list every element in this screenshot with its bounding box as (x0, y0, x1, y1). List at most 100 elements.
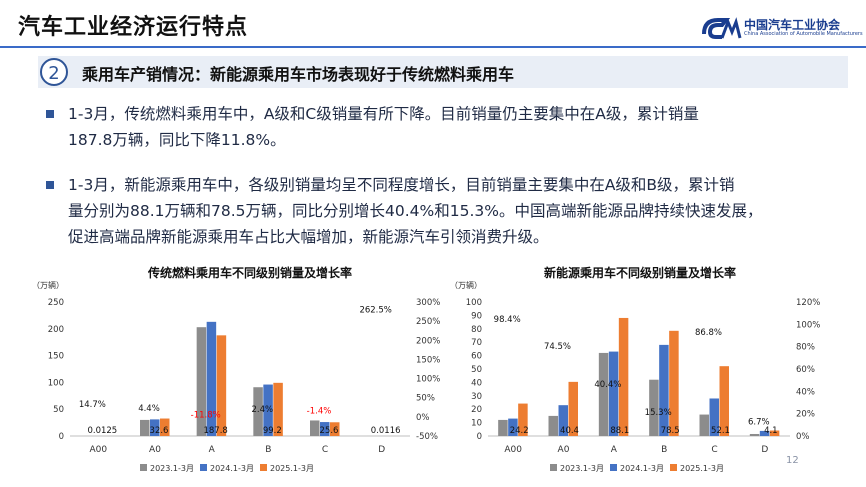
legend-swatch-2 (200, 464, 207, 471)
legend-label-3: 2025.1-3月 (680, 464, 724, 473)
data-label-A: 187.8 (203, 426, 227, 436)
y-tick-label: 70 (471, 338, 482, 348)
data-label-A00: 0.0125 (87, 426, 117, 436)
y-tick-label: 30 (471, 392, 482, 402)
bullet-1: 1-3月，传统燃料乘用车中，A级和C级销量有所下降。目前销量仍主要集中在A级，累… (46, 101, 699, 153)
bar-D-1 (749, 433, 760, 436)
bar-A0-1 (548, 415, 558, 436)
data-label-D: 4.1 (764, 426, 778, 436)
y2-tick-label: 100% (416, 375, 440, 385)
y-tick-label: 100 (466, 298, 482, 308)
bar-C-1 (310, 420, 320, 436)
data-label-C: 25.6 (320, 426, 339, 436)
x-tick-label: A00 (504, 445, 522, 455)
y2-tick-label: 40% (796, 387, 815, 397)
legend-label-1: 2023.1-3月 (560, 464, 604, 473)
growth-label-A0: 4.4% (138, 404, 160, 414)
bar-A-1 (196, 327, 207, 436)
header-divider (0, 46, 866, 48)
y-tick-label: 40 (471, 378, 482, 388)
bar-D-3 (769, 430, 780, 436)
y2-tick-label: 50% (416, 394, 435, 404)
bar-B-2 (659, 344, 669, 436)
y2-tick-label: 0% (416, 413, 430, 423)
y2-tick-label: 60% (796, 365, 815, 375)
bar-D-2 (759, 430, 770, 436)
bullet-square (46, 110, 54, 118)
bar-A0-2 (558, 405, 568, 436)
bar-A00-1 (498, 419, 508, 436)
y-tick-label: 150 (48, 352, 64, 362)
growth-label-A: 40.4% (594, 380, 621, 390)
x-tick-label: A0 (149, 445, 161, 455)
data-label-C: 52.1 (711, 426, 730, 436)
y2-tick-label: 120% (796, 298, 820, 308)
page-number: 12 (786, 455, 799, 466)
bullet-2-line-2: 量分别为88.1万辆和78.5万辆，同比分别增长40.4%和15.3%。中国高端… (68, 202, 763, 220)
y-tick-label: 100 (48, 378, 64, 388)
bar-B-3 (273, 382, 283, 436)
bar-B-1 (649, 379, 659, 436)
data-label-A: 88.1 (610, 426, 629, 436)
bar-B-3 (669, 330, 679, 436)
y-tick-label: 50 (53, 405, 64, 415)
chart-title: 新能源乘用车不同级别销量及增长率 (544, 265, 736, 280)
y2-tick-label: -50% (416, 432, 438, 442)
bullet-square (46, 181, 54, 189)
x-tick-label: B (265, 445, 271, 455)
growth-label-A0: 74.5% (544, 342, 571, 352)
bar-C-2 (320, 422, 330, 436)
legend-swatch-1 (550, 464, 557, 471)
growth-label-A00: 98.4% (494, 315, 521, 325)
chart-nev-passenger: 新能源乘用车不同级别销量及增长率 （万辆） 0 10 20 30 40 50 60 70 80 90 1… (450, 265, 820, 473)
section-number: 2 (40, 58, 68, 86)
growth-label-B: 2.4% (252, 405, 274, 415)
y2-tick-label: 200% (416, 336, 440, 346)
logo: 中国汽车工业协会 China Association of Automobile… (700, 14, 863, 42)
y2-tick-label: 20% (796, 410, 815, 420)
bar-A-1 (598, 352, 609, 436)
y2-tick-label: 250% (416, 317, 440, 327)
bullet-1-line-1: 1-3月，传统燃料乘用车中，A级和C级销量有所下降。目前销量仍主要集中在A级，累… (68, 105, 699, 123)
bar-A-2 (206, 321, 217, 436)
y-tick-label: 20 (471, 405, 482, 415)
legend-swatch-3 (260, 464, 267, 471)
y-tick-label: 0 (477, 432, 482, 442)
bar-A-2 (608, 351, 619, 436)
legend-label-3: 2025.1-3月 (270, 464, 314, 473)
y-axis-unit-label: （万辆） (32, 280, 64, 290)
y-tick-label: 0 (59, 432, 64, 442)
chart-title: 传统燃料乘用车不同级别销量及增长率 (147, 265, 352, 280)
data-label-D: 0.0116 (371, 426, 401, 436)
bar-A0-2 (150, 419, 160, 436)
y2-tick-label: 0% (796, 432, 810, 442)
data-label-A0: 32.6 (150, 426, 169, 436)
y2-tick-label: 80% (796, 343, 815, 353)
y2-tick-label: 100% (796, 320, 820, 330)
x-tick-label: D (378, 445, 385, 455)
bar-C-1 (699, 414, 709, 436)
growth-label-B: 15.3% (645, 408, 672, 418)
bar-A-3 (618, 317, 629, 436)
x-tick-label: A0 (558, 445, 570, 455)
data-label-B: 78.5 (661, 426, 680, 436)
growth-label-C: 86.8% (695, 328, 722, 338)
legend-label-2: 2024.1-3月 (210, 464, 254, 473)
growth-label-A: -11.8% (191, 410, 221, 420)
growth-label-A00: 14.7% (79, 400, 106, 410)
bar-A0-3 (160, 418, 170, 436)
data-label-A00: 24.2 (510, 426, 529, 436)
bar-C-3 (719, 366, 729, 436)
legend-swatch-1 (140, 464, 147, 471)
logo-text-cn: 中国汽车工业协会 (744, 18, 841, 32)
bullet-2: 1-3月，新能源乘用车中，各级别销量均呈不同程度增长，目前销量主要集中在A级和B… (46, 172, 763, 250)
bar-A0-1 (140, 419, 150, 436)
x-tick-label: A (209, 445, 216, 455)
legend-label-1: 2023.1-3月 (150, 464, 194, 473)
section-text: 乘用车产销情况：新能源乘用车市场表现好于传统燃料乘用车 (82, 65, 515, 84)
x-tick-label: B (661, 445, 667, 455)
data-label-B: 99.2 (263, 426, 282, 436)
bar-A00-3 (518, 403, 528, 436)
bar-C-3 (330, 422, 340, 436)
x-tick-label: C (322, 445, 328, 455)
